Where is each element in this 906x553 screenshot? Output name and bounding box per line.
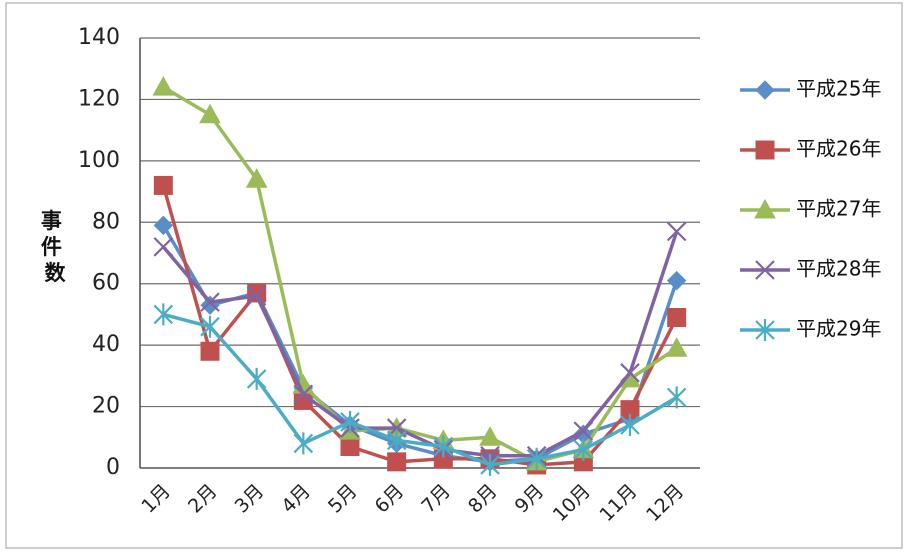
legend-item: 平成29年 xyxy=(740,317,881,341)
data-point-marker xyxy=(340,410,360,433)
data-point-marker xyxy=(433,435,454,458)
data-point-marker xyxy=(200,341,220,361)
data-point-marker xyxy=(246,367,267,390)
data-point-marker xyxy=(199,103,221,124)
data-point-marker xyxy=(573,438,594,461)
data-point-marker xyxy=(245,168,268,188)
data-point-marker xyxy=(200,315,220,338)
series-group xyxy=(153,303,687,476)
legend-label: 平成27年 xyxy=(796,197,881,221)
data-point-marker xyxy=(526,447,547,470)
legend-label: 平成28年 xyxy=(796,257,881,281)
series-line xyxy=(161,230,679,458)
y-tick-label: 20 xyxy=(92,394,120,419)
y-axis-label: 事 件 数 xyxy=(41,209,69,285)
gridlines xyxy=(140,37,700,408)
data-point-marker xyxy=(754,198,776,219)
data-point-marker xyxy=(755,80,775,100)
data-point-marker xyxy=(293,432,314,455)
data-point-marker xyxy=(153,303,174,326)
data-point-marker xyxy=(620,414,640,436)
data-point-marker xyxy=(479,426,501,446)
y-tick-label: 80 xyxy=(92,209,120,234)
data-point-marker xyxy=(665,337,688,357)
data-point-marker xyxy=(755,260,775,280)
data-point-marker xyxy=(153,215,174,236)
data-point-marker xyxy=(666,270,687,291)
data-point-marker xyxy=(153,175,173,195)
y-tick-label: 120 xyxy=(78,86,120,111)
data-point-marker xyxy=(573,421,594,441)
data-point-marker xyxy=(755,319,775,341)
data-point-marker xyxy=(153,237,174,257)
y-tick-label: 60 xyxy=(92,271,120,296)
data-point-marker xyxy=(340,437,360,456)
legend-label: 平成25年 xyxy=(796,77,881,101)
data-point-marker xyxy=(246,286,267,306)
data-point-marker xyxy=(666,221,687,242)
data-point-marker xyxy=(386,429,407,452)
y-tick-label: 0 xyxy=(106,455,120,480)
y-tick-label: 140 xyxy=(78,25,120,50)
series-lines xyxy=(152,76,688,476)
data-point-marker xyxy=(755,140,775,160)
axes xyxy=(139,38,700,469)
data-point-marker xyxy=(666,386,687,409)
y-axis-ticks: 0 20 40 60 80 100 120 140 xyxy=(78,25,120,480)
legend-item: 平成27年 xyxy=(740,197,881,221)
data-point-marker xyxy=(667,308,687,327)
legend-label: 平成29年 xyxy=(796,317,881,341)
y-tick-label: 100 xyxy=(78,148,120,173)
data-point-marker xyxy=(200,292,220,312)
data-point-marker xyxy=(387,452,407,472)
data-point-marker xyxy=(293,384,314,405)
data-point-marker xyxy=(480,453,500,476)
y-tick-label: 40 xyxy=(92,332,120,357)
legend-item: 平成25年 xyxy=(740,77,881,101)
data-point-marker xyxy=(152,76,175,96)
legend-item: 平成26年 xyxy=(740,137,881,161)
legend-label: 平成26年 xyxy=(796,137,881,161)
data-point-marker xyxy=(620,363,640,383)
legend-item: 平成28年 xyxy=(740,257,881,281)
